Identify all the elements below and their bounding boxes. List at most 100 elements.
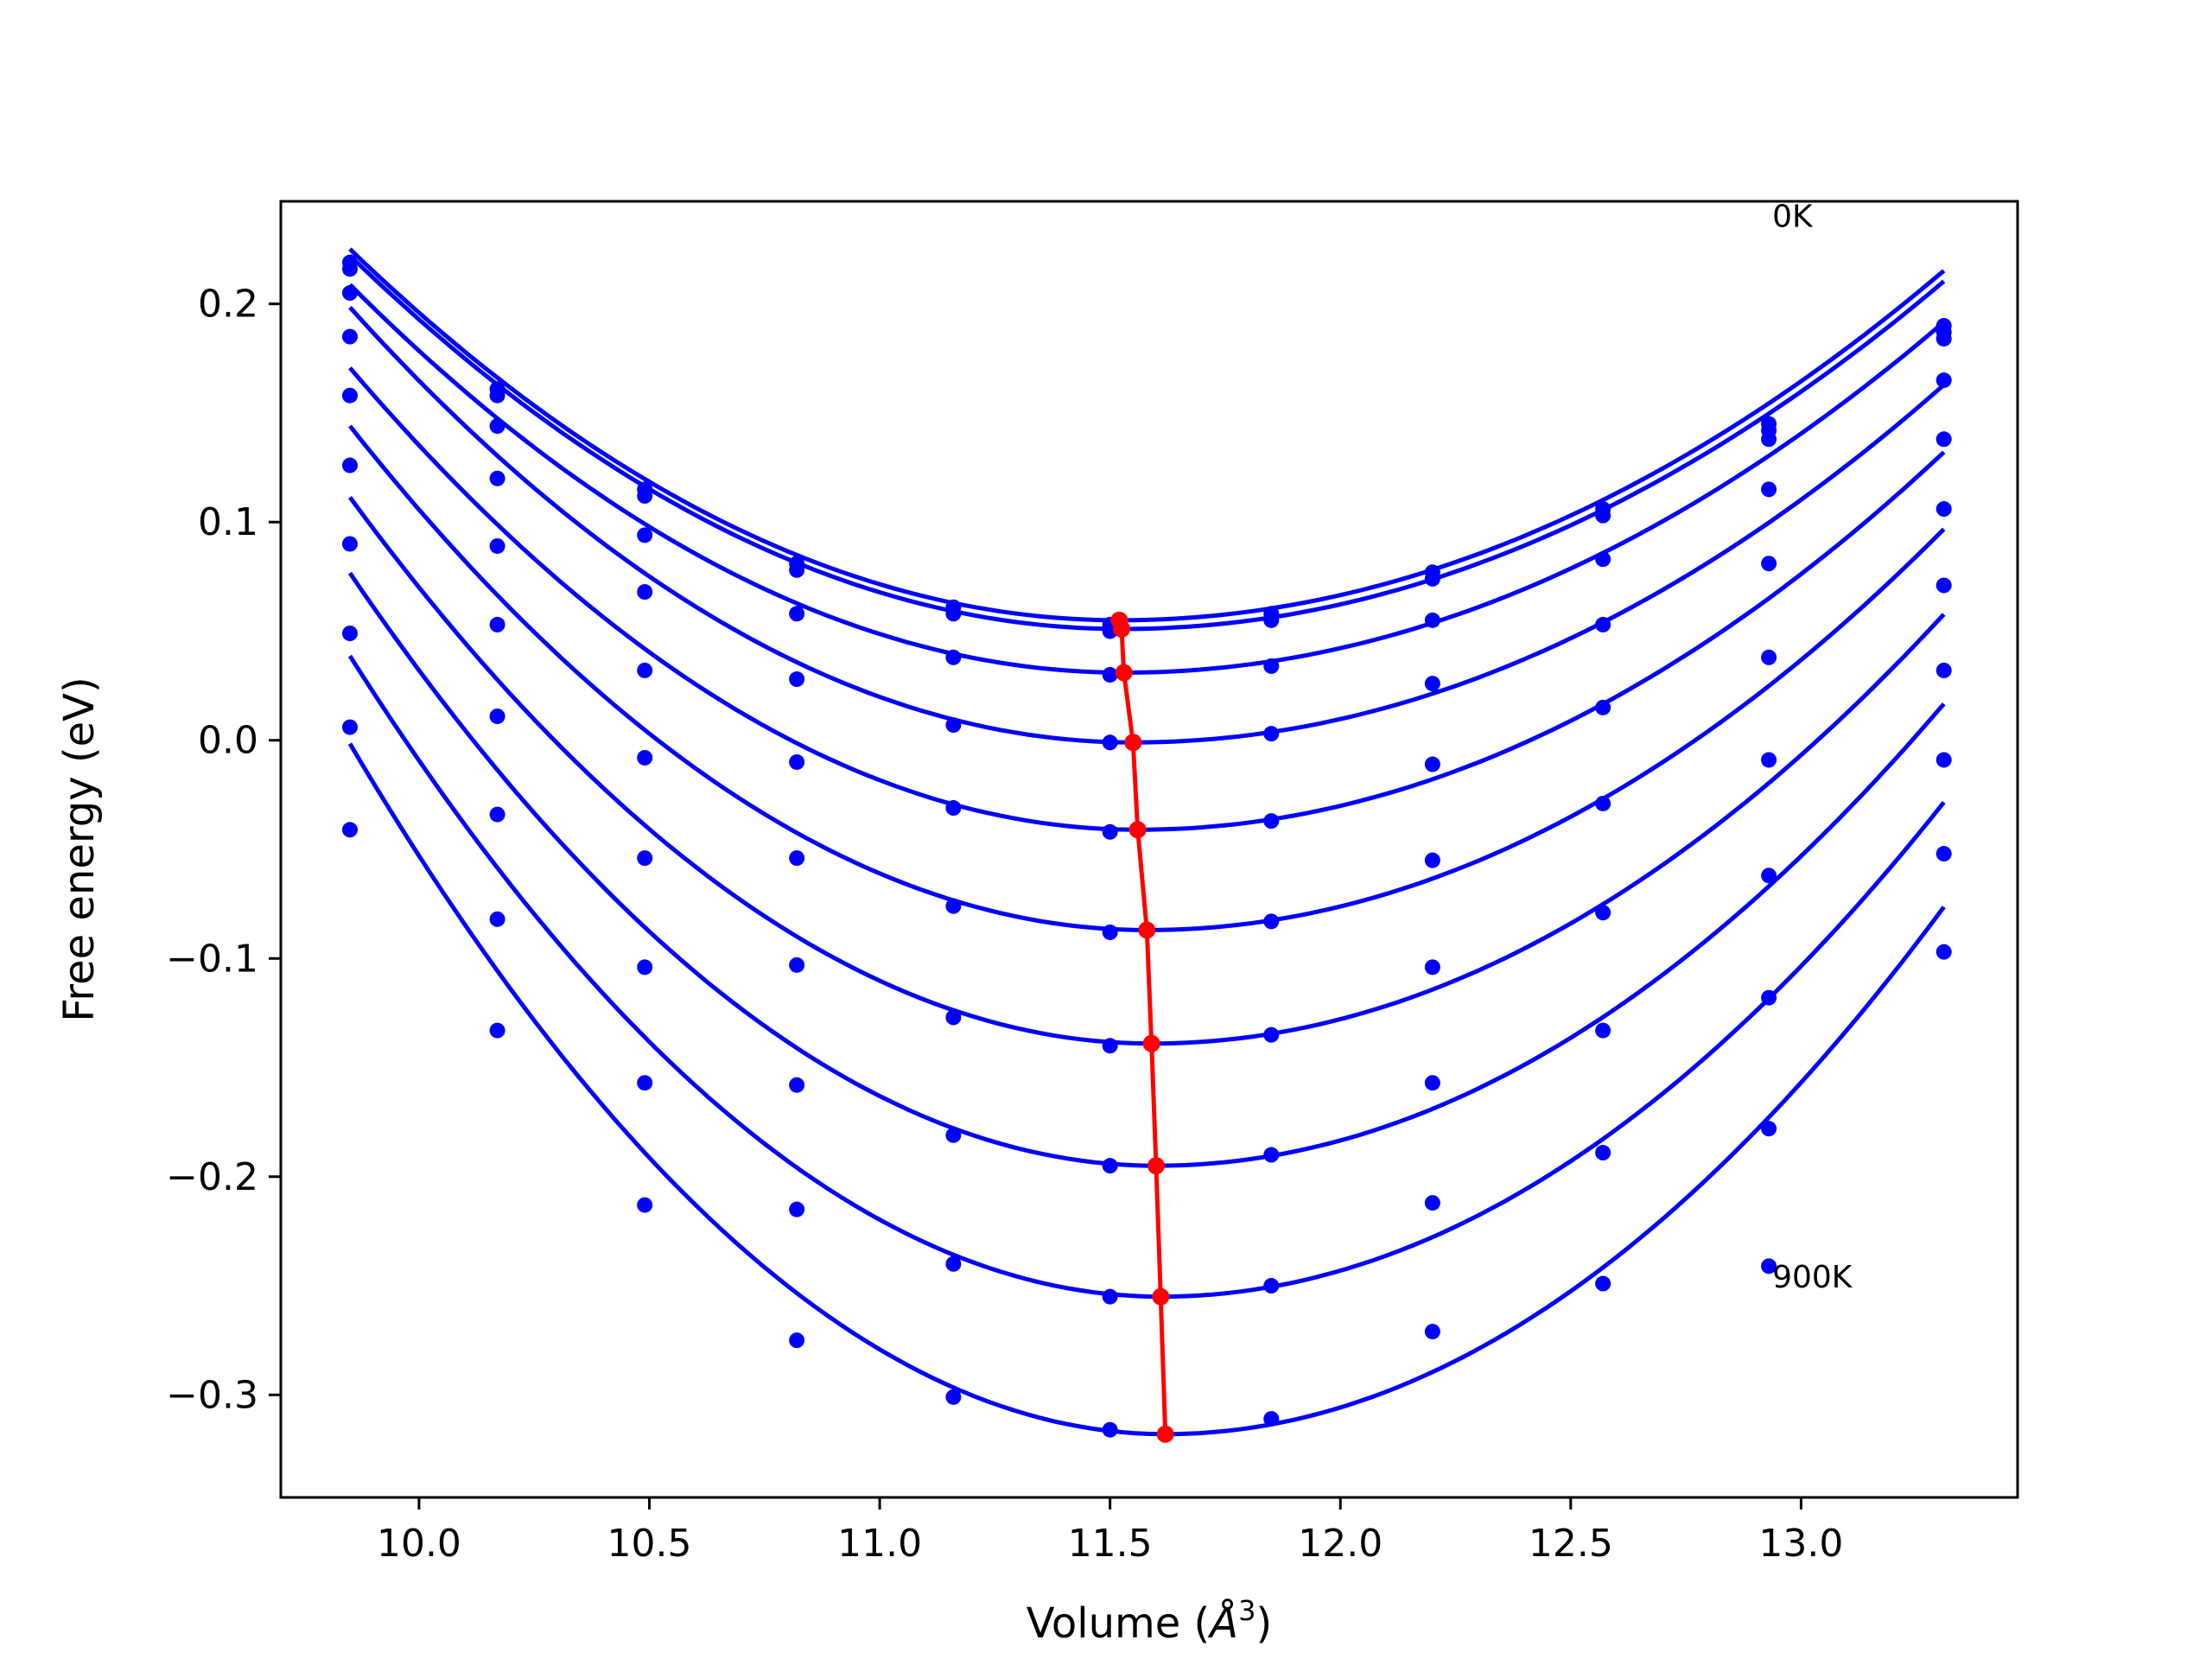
data-point (489, 708, 505, 724)
axis-ticks: 10.0 10.5 11.0 11.5 12.0 12.5 13.0 0.2 0.1 0.0 −0.… (166, 283, 1843, 1566)
x-axis-label-power: 3 (1238, 1594, 1255, 1627)
data-point (1263, 913, 1280, 930)
data-point (1102, 1288, 1118, 1305)
y-tick-label: −0.3 (166, 1373, 258, 1417)
data-point (489, 418, 505, 435)
data-point (1102, 823, 1118, 840)
fit-curve (348, 283, 1946, 675)
x-tick-label: 11.5 (1068, 1522, 1153, 1566)
data-point (341, 457, 358, 474)
data-point (1595, 1145, 1611, 1161)
x-tick-label: 12.5 (1529, 1522, 1613, 1566)
data-point (1761, 868, 1777, 884)
data-point (1424, 1324, 1440, 1340)
data-point (341, 822, 358, 838)
x-tick-label: 11.0 (837, 1522, 922, 1566)
data-point (1936, 331, 1952, 347)
minimum-point (1113, 620, 1131, 638)
data-point (945, 1389, 962, 1405)
data-point (1424, 570, 1440, 587)
data-point (1761, 649, 1777, 665)
data-point (1424, 756, 1440, 772)
data-point (789, 753, 805, 770)
fit-curve (347, 742, 1946, 1437)
data-point (1424, 1195, 1440, 1211)
y-tick-label: 0.0 (198, 719, 258, 763)
x-tick-label: 13.0 (1758, 1522, 1843, 1566)
data-point (341, 387, 358, 404)
data-point (341, 261, 358, 277)
data-point (1761, 556, 1777, 572)
data-point (489, 470, 505, 486)
data-point (789, 606, 805, 622)
data-point (341, 626, 358, 641)
data-point (945, 606, 962, 622)
data-point (1263, 612, 1280, 628)
fit-curve (348, 253, 1946, 632)
data-point (789, 562, 805, 578)
data-point (489, 1022, 505, 1039)
data-point (1936, 944, 1952, 960)
data-point (489, 911, 505, 927)
data-point (945, 649, 962, 665)
data-point (1761, 1121, 1777, 1137)
data-point (1102, 734, 1118, 751)
data-point (1936, 662, 1952, 678)
minima-line (1116, 620, 1168, 1434)
x-axis-label: Volume (Å3) (1027, 1594, 1272, 1648)
fit-curve (347, 654, 1946, 1300)
data-point (341, 536, 358, 552)
data-point (1263, 658, 1280, 674)
data-point (1263, 1147, 1280, 1163)
plot-frame (279, 200, 2019, 1499)
data-point (789, 1077, 805, 1093)
data-point (1595, 1022, 1611, 1039)
data-point (1595, 551, 1611, 568)
data-point (1424, 612, 1440, 628)
data-point (1595, 1275, 1611, 1292)
data-point (1595, 507, 1611, 524)
x-tick-label: 10.5 (607, 1522, 692, 1566)
data-point (945, 1009, 962, 1026)
data-point (1595, 795, 1611, 811)
plot-content (341, 247, 1952, 1443)
minimum-point (1115, 664, 1133, 682)
x-axis-label-text: Volume ( (1027, 1599, 1211, 1648)
data-point (637, 850, 653, 867)
data-point (1936, 752, 1952, 768)
data-point (637, 1075, 653, 1091)
data-point (341, 285, 358, 302)
x-axis-label-unit: Å (1207, 1599, 1238, 1648)
data-point (1936, 431, 1952, 448)
fit-curve (348, 306, 1946, 745)
data-point (789, 957, 805, 973)
data-point (1102, 1038, 1118, 1054)
x-tick-label: 12.0 (1298, 1522, 1382, 1566)
data-point (1595, 699, 1611, 715)
data-point (637, 1197, 653, 1213)
data-point (341, 328, 358, 345)
data-point (1595, 905, 1611, 921)
minimum-point (1152, 1287, 1170, 1306)
data-point (1424, 852, 1440, 868)
data-point (1761, 1258, 1777, 1274)
data-point (1761, 752, 1777, 768)
y-tick-label: −0.1 (166, 937, 258, 981)
data-point (489, 616, 505, 632)
data-point (945, 898, 962, 914)
data-point (341, 719, 358, 735)
data-point (489, 387, 505, 404)
data-point (789, 671, 805, 688)
data-point (789, 1332, 805, 1349)
minimum-point (1128, 821, 1147, 839)
minimum-point (1142, 1034, 1160, 1052)
y-axis-label: Free energy (eV) (55, 677, 104, 1021)
y-tick-label: 0.2 (198, 283, 258, 327)
minimum-point (1156, 1425, 1174, 1443)
x-axis-label-close: ) (1255, 1599, 1272, 1648)
fit-curve (347, 571, 1946, 1168)
data-point (1263, 726, 1280, 742)
y-tick-label: 0.1 (198, 500, 258, 544)
data-point (1424, 959, 1440, 976)
